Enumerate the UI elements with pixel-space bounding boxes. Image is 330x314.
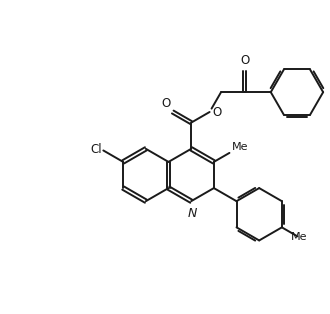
Text: Cl: Cl xyxy=(90,143,102,156)
Text: O: O xyxy=(161,97,171,110)
Text: Me: Me xyxy=(231,142,248,152)
Text: O: O xyxy=(240,54,249,67)
Text: Me: Me xyxy=(291,232,307,242)
Text: O: O xyxy=(212,106,221,118)
Text: N: N xyxy=(188,207,197,220)
